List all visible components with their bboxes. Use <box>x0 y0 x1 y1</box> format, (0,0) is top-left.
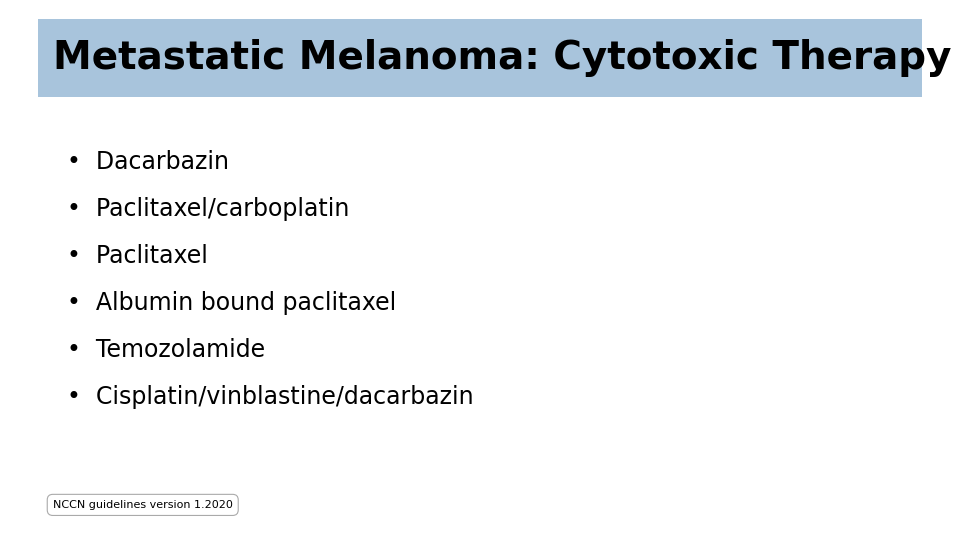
Text: •  Cisplatin/vinblastine/dacarbazin: • Cisplatin/vinblastine/dacarbazin <box>67 385 474 409</box>
Text: •  Albumin bound paclitaxel: • Albumin bound paclitaxel <box>67 291 396 315</box>
Text: •  Paclitaxel/carboplatin: • Paclitaxel/carboplatin <box>67 197 349 221</box>
Text: •  Paclitaxel: • Paclitaxel <box>67 244 208 268</box>
Text: Metastatic Melanoma: Cytotoxic Therapy: Metastatic Melanoma: Cytotoxic Therapy <box>53 39 951 77</box>
Text: •  Temozolamide: • Temozolamide <box>67 338 265 362</box>
Text: •  Dacarbazin: • Dacarbazin <box>67 150 229 174</box>
Text: NCCN guidelines version 1.2020: NCCN guidelines version 1.2020 <box>53 500 232 510</box>
